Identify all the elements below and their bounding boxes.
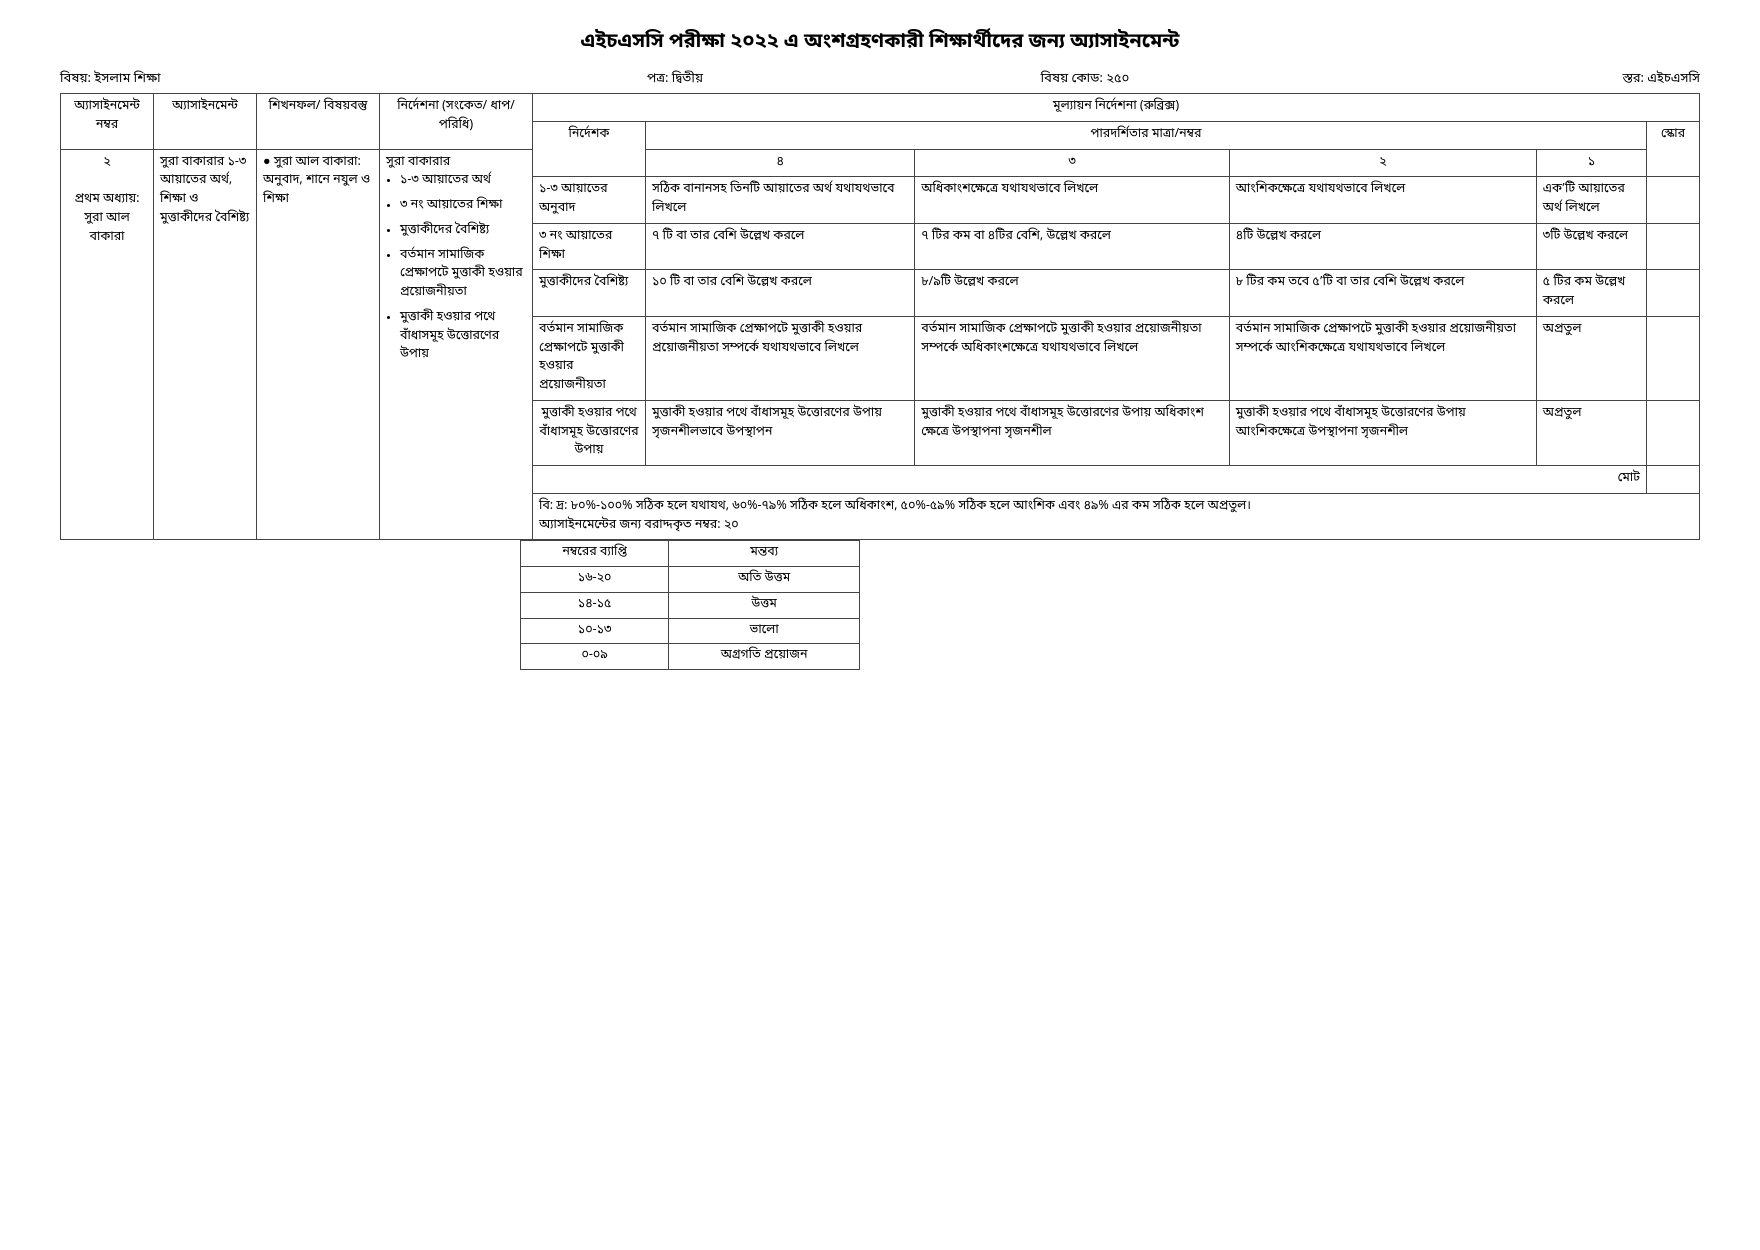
grade-comment: অতি উত্তম [669, 567, 860, 593]
guide-intro: সুরা বাকারার [386, 154, 526, 173]
cell-lo: ● সুরা আল বাকারা: অনুবাদ, শানে নযুল ও শি… [257, 149, 380, 540]
guide-list: ১-৩ আয়াতের অর্থ ৩ নং আয়াতের শিক্ষা মুত… [386, 172, 526, 365]
grade-comment: উত্তম [669, 592, 860, 618]
guide-item: ১-৩ আয়াতের অর্থ [400, 172, 526, 191]
rubric-score-cell [1647, 316, 1700, 400]
note-cell: বি: দ্র: ৮০%-১০০% সঠিক হলে যথাযথ, ৬০%-৭৯… [533, 493, 1700, 540]
grade-table: নম্বরের ব্যাপ্তি মন্তব্য ১৬-২০ অতি উত্তম… [520, 540, 860, 670]
rubric-indicator: মুত্তাকী হওয়ার পথে বাঁধাসমূহ উত্তোরণের … [533, 400, 646, 465]
rubric-c3: বর্তমান সামাজিক প্রেক্ষাপটে মুত্তাকী হওয… [915, 316, 1229, 400]
rubric-c4: বর্তমান সামাজিক প্রেক্ষাপটে মুত্তাকী হওয… [646, 316, 915, 400]
grade-h1: নম্বরের ব্যাপ্তি [521, 541, 669, 567]
cell-assign: সুরা বাকারার ১-৩ আয়াতের অর্থ, শিক্ষা ও … [154, 149, 257, 540]
rubric-c4: সঠিক বানানসহ তিনটি আয়াতের অর্থ যথাযথভাব… [646, 177, 915, 224]
col-s2: ২ [1229, 149, 1536, 177]
lo-intro-text: সুরা আল বাকারা: অনুবাদ, শানে নযুল ও শিক্… [263, 155, 370, 209]
rubric-c3: মুত্তাকী হওয়ার পথে বাঁধাসমূহ উত্তোরণের … [915, 400, 1229, 465]
rubric-indicator: মুত্তাকীদের বৈশিষ্ট্য [533, 270, 646, 317]
col-score: স্কোর [1647, 121, 1700, 177]
rubric-score-cell [1647, 223, 1700, 270]
rubric-score-cell [1647, 270, 1700, 317]
rubric-c2: মুত্তাকী হওয়ার পথে বাঁধাসমূহ উত্তোরণের … [1229, 400, 1536, 465]
paper-label: পত্র: দ্বিতীয় [470, 71, 880, 88]
grade-comment: ভালো [669, 618, 860, 644]
grade-range: ১৪-১৫ [521, 592, 669, 618]
cell-guide: সুরা বাকারার ১-৩ আয়াতের অর্থ ৩ নং আয়াত… [380, 149, 533, 540]
rubric-c3: ৭ টির কম বা ৪টির বেশি, উল্লেখ করলে [915, 223, 1229, 270]
rubric-c1: ৫ টির কম উল্লেখ করলে [1536, 270, 1646, 317]
col-scale: পারদর্শিতার মাত্রা/নম্বর [646, 121, 1647, 149]
grade-row: ১৬-২০ অতি উত্তম [521, 567, 860, 593]
note2: অ্যাসাইনমেন্টের জন্য বরাদ্দকৃত নম্বর: ২০ [539, 517, 1693, 536]
col-s3: ৩ [915, 149, 1229, 177]
col-indicator: নির্দেশক [533, 121, 646, 177]
rubric-indicator: ১-৩ আয়াতের অনুবাদ [533, 177, 646, 224]
note1: বি: দ্র: ৮০%-১০০% সঠিক হলে যথাযথ, ৬০%-৭৯… [539, 498, 1693, 517]
lo-intro: ● [263, 155, 274, 171]
page-title: এইচএসসি পরীক্ষা ২০২২ এ অংশগ্রহণকারী শিক্… [60, 30, 1700, 56]
grade-range: ০-০৯ [521, 644, 669, 670]
rubric-c2: ৮ টির কম তবে ৫’টি বা তার বেশি উল্লেখ করল… [1229, 270, 1536, 317]
rubric-c3: অধিকাংশক্ষেত্রে যথাযথভাবে লিখলে [915, 177, 1229, 224]
col-assign: অ্যাসাইনমেন্ট [154, 94, 257, 150]
rubric-score-cell [1647, 177, 1700, 224]
main-table: অ্যাসাইনমেন্ট নম্বর অ্যাসাইনমেন্ট শিখনফল… [60, 93, 1700, 540]
col-s1: ১ [1536, 149, 1646, 177]
grade-row: ১০-১৩ ভালো [521, 618, 860, 644]
total-score-cell [1647, 466, 1700, 494]
rubric-c2: আংশিকক্ষেত্রে যথাযথভাবে লিখলে [1229, 177, 1536, 224]
grade-range: ১০-১৩ [521, 618, 669, 644]
cell-assign-no: ২ প্রথম অধ্যায়: সুরা আল বাকারা [61, 149, 154, 540]
guide-item: ৩ নং আয়াতের শিক্ষা [400, 197, 526, 216]
guide-item: বর্তমান সামাজিক প্রেক্ষাপটে মুত্তাকী হওয… [400, 247, 526, 303]
grade-h2: মন্তব্য [669, 541, 860, 567]
rubric-c1: অপ্রতুল [1536, 316, 1646, 400]
col-assign-no: অ্যাসাইনমেন্ট নম্বর [61, 94, 154, 150]
total-label: মোট [533, 466, 1647, 494]
grade-comment: অগ্রগতি প্রয়োজন [669, 644, 860, 670]
rubric-c1: এক’টি আয়াতের অর্থ লিখলে [1536, 177, 1646, 224]
rubric-c1: ৩টি উল্লেখ করলে [1536, 223, 1646, 270]
rubric-score-cell [1647, 400, 1700, 465]
rubric-c3: ৮/৯টি উল্লেখ করলে [915, 270, 1229, 317]
rubric-c2: ৪টি উল্লেখ করলে [1229, 223, 1536, 270]
grade-row: ১৪-১৫ উত্তম [521, 592, 860, 618]
rubric-c4: ১০ টি বা তার বেশি উল্লেখ করলে [646, 270, 915, 317]
rubric-indicator: ৩ নং আয়াতের শিক্ষা [533, 223, 646, 270]
rubric-c1: অপ্রতুল [1536, 400, 1646, 465]
level-label: স্তর: এইচএসসি [1290, 71, 1700, 88]
col-guide: নির্দেশনা (সংকেত/ ধাপ/ পরিধি) [380, 94, 533, 150]
grade-row: ০-০৯ অগ্রগতি প্রয়োজন [521, 644, 860, 670]
subject-label: বিষয়: ইসলাম শিক্ষা [60, 71, 470, 88]
guide-item: মুত্তাকী হওয়ার পথে বাঁধাসমূহ উত্তোরণের … [400, 309, 526, 365]
header-row: বিষয়: ইসলাম শিক্ষা পত্র: দ্বিতীয় বিষয়… [60, 71, 1700, 88]
rubric-c2: বর্তমান সামাজিক প্রেক্ষাপটে মুত্তাকী হওয… [1229, 316, 1536, 400]
assign-no-text: ২ প্রথম অধ্যায়: সুরা আল বাকারা [67, 154, 147, 248]
guide-item: মুত্তাকীদের বৈশিষ্ট্য [400, 222, 526, 241]
col-s4: ৪ [646, 149, 915, 177]
rubric-c4: ৭ টি বা তার বেশি উল্লেখ করলে [646, 223, 915, 270]
col-lo: শিখনফল/ বিষয়বস্তু [257, 94, 380, 150]
rubric-indicator: বর্তমান সামাজিক প্রেক্ষাপটে মুত্তাকী হওয… [533, 316, 646, 400]
rubric-c4: মুত্তাকী হওয়ার পথে বাঁধাসমূহ উত্তোরণের … [646, 400, 915, 465]
col-rubric: মূল্যায়ন নির্দেশনা (রুব্রিক্স) [533, 94, 1700, 122]
grade-range: ১৬-২০ [521, 567, 669, 593]
code-label: বিষয় কোড: ২৫০ [880, 71, 1290, 88]
